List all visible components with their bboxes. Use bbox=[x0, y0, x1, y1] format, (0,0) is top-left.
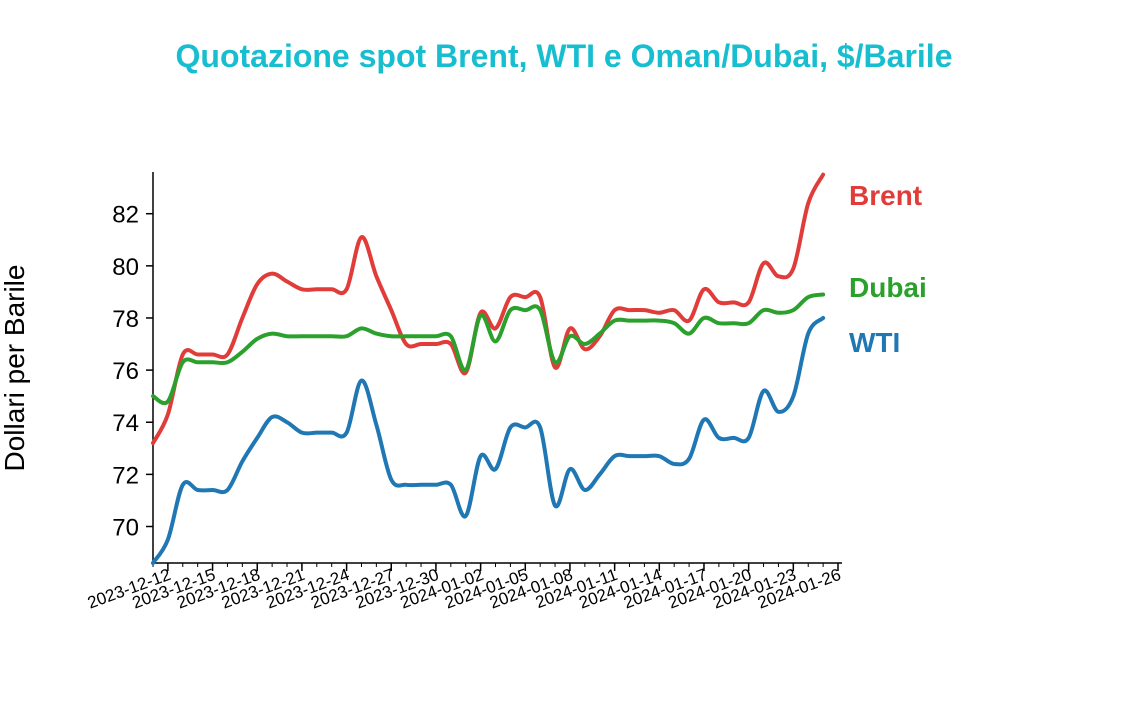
y-tick-label: 76 bbox=[112, 358, 139, 385]
y-tick-label: 82 bbox=[112, 202, 139, 229]
y-tick-label: 72 bbox=[112, 462, 139, 489]
series-line-wti bbox=[151, 315, 826, 565]
y-tick-label: 70 bbox=[112, 515, 139, 542]
chart-title: Quotazione spot Brent, WTI e Oman/Dubai,… bbox=[175, 38, 953, 74]
y-axis-label: Dollari per Barile bbox=[0, 265, 30, 472]
series-line-dubai bbox=[151, 292, 826, 406]
y-tick-label: 74 bbox=[112, 410, 139, 437]
series-label-dubai: Dubai bbox=[849, 272, 927, 303]
series-labels: Brent Dubai WTI bbox=[849, 180, 927, 358]
series-label-brent: Brent bbox=[849, 180, 922, 211]
series-label-wti: WTI bbox=[849, 327, 900, 358]
series-line-brent bbox=[151, 172, 826, 446]
y-axis: 70 72 74 76 78 80 82 bbox=[112, 172, 154, 563]
x-axis: 2023-12-122023-12-152023-12-182023-12-21… bbox=[85, 562, 843, 613]
series-lines bbox=[151, 172, 826, 565]
y-tick-label: 80 bbox=[112, 254, 139, 281]
y-tick-label: 78 bbox=[112, 306, 139, 333]
